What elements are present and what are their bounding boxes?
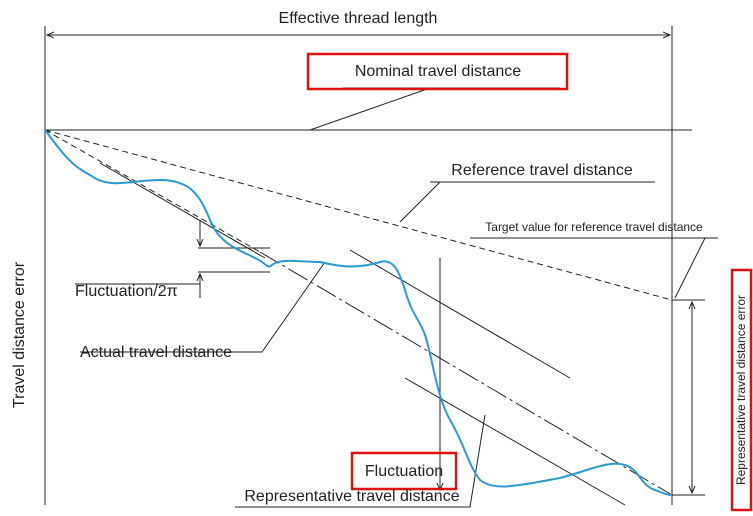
frame [44,26,718,508]
label: Fluctuation [365,463,443,480]
highlight-box [350,451,458,491]
label: Reference travel distance [451,162,633,179]
y-axis-label: Travel distance error [11,261,28,408]
highlight-box [730,268,753,512]
label: Representative travel distance [244,488,459,505]
label: Fluctuation/2π [75,283,178,300]
highlight-box [306,52,569,91]
label: Nominal travel distance [355,63,521,80]
label: Target value for reference travel distan… [485,220,703,234]
label: Representative travel distance error [734,295,748,485]
actual-curve [44,129,673,496]
title: Effective thread length [279,10,438,27]
label: Actual travel distance [80,344,232,361]
